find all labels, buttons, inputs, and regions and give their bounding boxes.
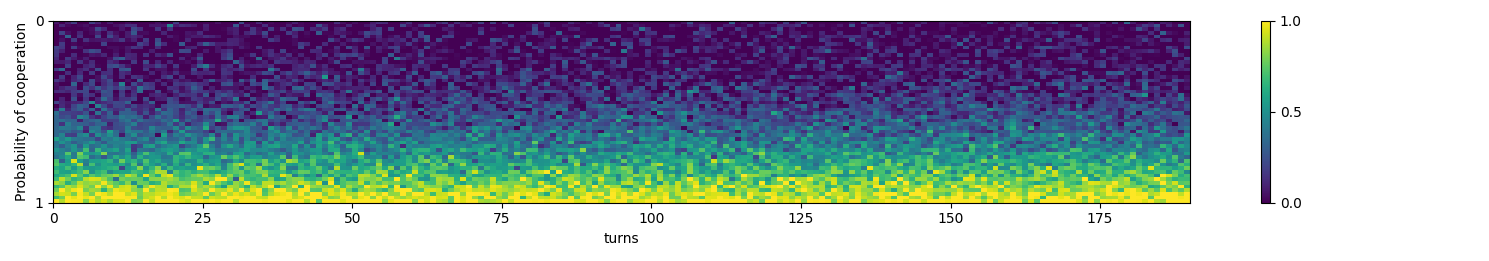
X-axis label: turns: turns <box>603 232 639 246</box>
Y-axis label: Probability of cooperation: Probability of cooperation <box>15 22 28 201</box>
